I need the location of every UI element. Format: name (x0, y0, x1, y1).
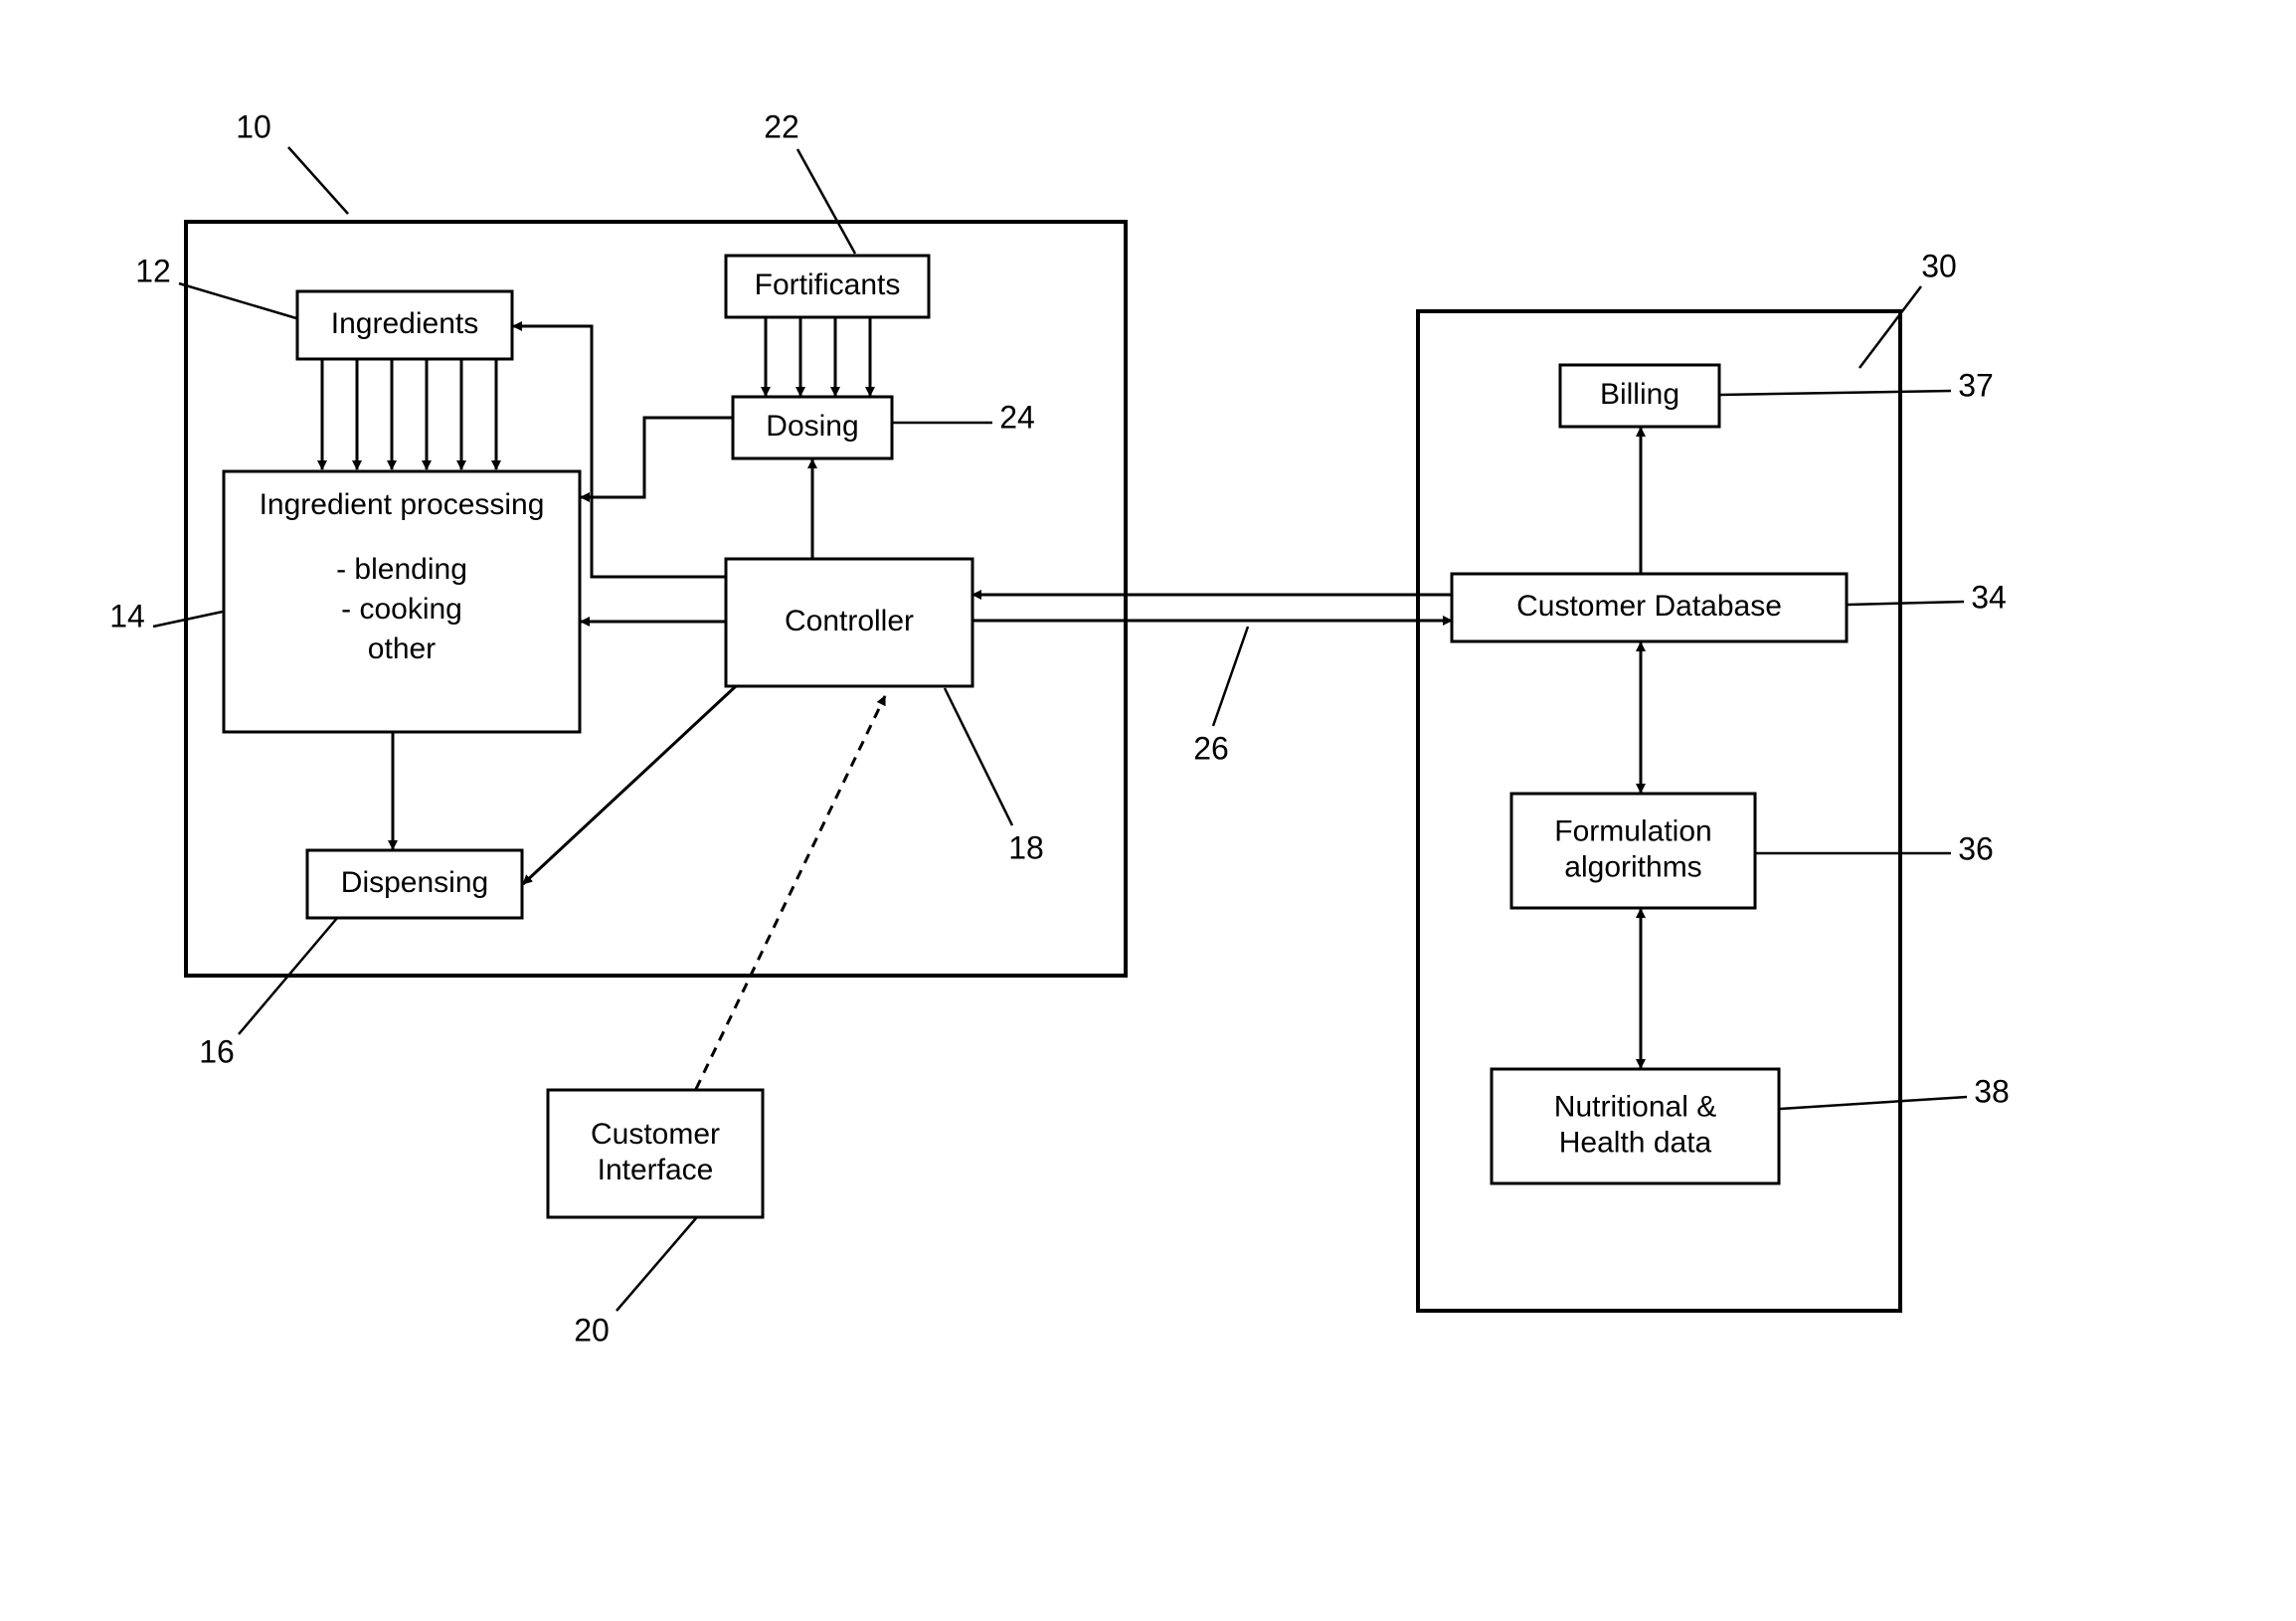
label-controller: Controller (785, 605, 914, 637)
label-formulation-0: Formulation (1554, 814, 1711, 847)
ref-26: 26 (1193, 730, 1229, 766)
edge-customerif-to-controller (696, 696, 885, 1089)
ref-18: 18 (1008, 829, 1044, 865)
ref-22: 22 (764, 108, 799, 144)
ref-24: 24 (999, 399, 1035, 435)
label-nutritional-1: Health data (1559, 1126, 1712, 1159)
ref-leader-26 (1213, 627, 1248, 726)
ref-14: 14 (109, 598, 145, 633)
ref-leader-12 (179, 283, 296, 318)
ref-leader-20 (617, 1218, 696, 1311)
label-nutritional-0: Nutritional & (1554, 1090, 1716, 1123)
label-formulation-1: algorithms (1564, 850, 1701, 883)
ref-36: 36 (1958, 830, 1994, 866)
ref-12: 12 (135, 253, 171, 288)
ref-leader-22 (797, 149, 855, 254)
label-processing-line2: - blending (336, 553, 467, 586)
label-custdb: Customer Database (1516, 590, 1782, 623)
label-ingredients: Ingredients (331, 307, 478, 340)
ref-38: 38 (1974, 1073, 2010, 1109)
edge-dosing-to-processing (581, 418, 733, 497)
ref-leader-37 (1720, 391, 1951, 395)
label-processing-title: Ingredient processing (260, 488, 545, 521)
label-fortificants: Fortificants (755, 269, 901, 301)
label-processing-line4: other (368, 632, 436, 665)
label-processing-line3: - cooking (341, 593, 462, 626)
label-dispensing: Dispensing (341, 866, 488, 899)
ref-34: 34 (1971, 579, 2007, 615)
ref-30: 30 (1921, 248, 1957, 283)
ref-20: 20 (574, 1312, 610, 1348)
ref-leader-34 (1848, 602, 1964, 605)
ref-16: 16 (199, 1033, 235, 1069)
ref-37: 37 (1958, 367, 1994, 403)
ref-10: 10 (236, 108, 271, 144)
label-customer-if-1: Interface (598, 1154, 714, 1186)
ref-leader-18 (945, 688, 1012, 825)
label-billing: Billing (1600, 378, 1679, 411)
ref-leader-38 (1780, 1097, 1967, 1109)
label-dosing: Dosing (766, 410, 858, 443)
label-customer-if-0: Customer (591, 1118, 720, 1151)
ref-leader-10 (288, 147, 348, 214)
ref-leader-30 (1859, 286, 1921, 368)
